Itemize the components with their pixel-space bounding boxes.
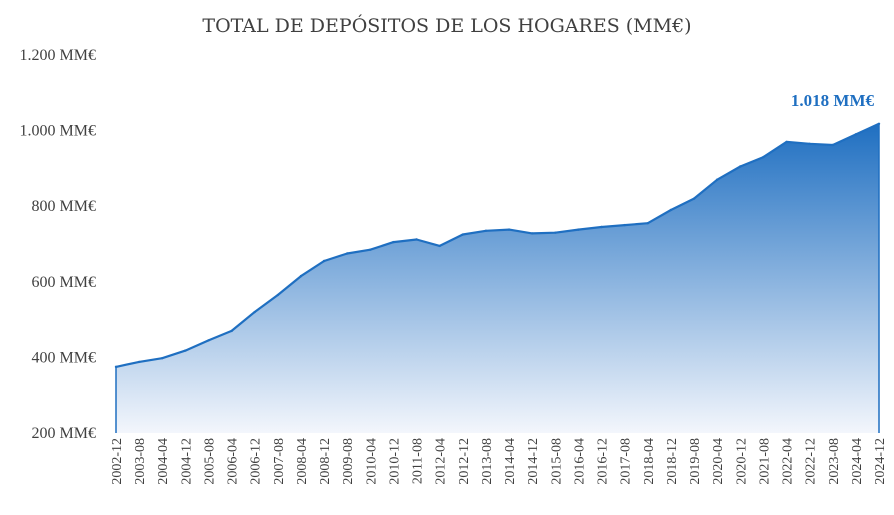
x-tick-label: 2024-04 xyxy=(850,438,865,485)
x-tick-label: 2017-08 xyxy=(619,438,634,485)
data-point xyxy=(392,240,395,244)
x-tick-label: 2010-12 xyxy=(387,438,402,485)
data-point xyxy=(299,274,303,278)
data-point xyxy=(762,155,765,159)
x-tick-label: 2024-12 xyxy=(873,438,888,485)
data-point xyxy=(577,228,580,231)
y-axis: 200 MM€ 400 MM€ 600 MM€ 800 MM€ 1.000 MM€ 1.2… xyxy=(20,47,96,442)
data-point xyxy=(484,229,488,232)
data-point xyxy=(461,233,465,236)
x-tick-label: 2015-08 xyxy=(549,438,564,485)
y-tick-label: 400 MM€ xyxy=(32,349,96,366)
y-tick-label: 800 MM€ xyxy=(32,198,96,215)
x-tick-label: 2010-04 xyxy=(364,438,379,485)
y-tick-label: 1.200 MM€ xyxy=(20,47,96,64)
y-tick-label: 1.000 MM€ xyxy=(20,123,96,140)
x-tick-label: 2016-12 xyxy=(596,438,611,485)
end-value-label: 1.018 MM€ xyxy=(791,91,875,110)
x-tick-label: 2008-04 xyxy=(295,438,310,485)
data-point xyxy=(253,310,256,314)
x-tick-label: 2004-12 xyxy=(179,438,194,485)
data-point xyxy=(230,329,233,333)
x-tick-label: 2008-12 xyxy=(318,438,333,485)
data-point xyxy=(739,165,742,168)
data-point xyxy=(623,223,626,227)
x-tick-label: 2005-08 xyxy=(202,438,217,485)
x-tick-label: 2006-04 xyxy=(226,438,241,485)
x-tick-label: 2016-04 xyxy=(572,438,587,485)
y-tick-label: 200 MM€ xyxy=(32,425,96,442)
data-point xyxy=(646,222,649,225)
data-point xyxy=(877,122,881,125)
data-point xyxy=(415,238,418,241)
data-point xyxy=(137,360,141,364)
x-tick-label: 2007-08 xyxy=(272,438,287,485)
x-tick-label: 2022-04 xyxy=(781,438,796,485)
data-point xyxy=(854,133,858,136)
data-point xyxy=(114,365,118,369)
x-tick-label: 2018-04 xyxy=(642,438,657,485)
data-point xyxy=(808,142,811,146)
data-point xyxy=(831,143,834,147)
data-point xyxy=(161,356,164,360)
x-tick-label: 2011-08 xyxy=(411,438,426,484)
x-tick-label: 2014-04 xyxy=(503,438,518,485)
data-point xyxy=(554,231,557,234)
data-point xyxy=(669,208,673,212)
x-tick-label: 2023-08 xyxy=(827,438,842,485)
x-tick-label: 2019-08 xyxy=(688,438,703,485)
data-points xyxy=(114,122,881,369)
data-point xyxy=(322,259,326,263)
data-point xyxy=(600,225,603,229)
x-tick-label: 2006-12 xyxy=(249,438,264,485)
data-point xyxy=(207,339,210,342)
chart-title: TOTAL DE DEPÓSITOS DE LOS HOGARES (MM€) xyxy=(202,14,691,37)
x-tick-label: 2020-04 xyxy=(711,438,726,485)
x-tick-label: 2012-12 xyxy=(457,438,472,485)
data-point xyxy=(346,252,349,255)
x-tick-label: 2022-12 xyxy=(804,438,819,485)
x-tick-label: 2009-08 xyxy=(341,438,356,485)
x-axis: 2002-12 2003-08 2004-04 2004-12 2005-08 2006-… xyxy=(110,438,888,485)
x-tick-label: 2014-12 xyxy=(526,438,541,485)
data-point xyxy=(530,232,534,235)
data-point xyxy=(785,140,788,144)
x-tick-label: 2013-08 xyxy=(480,438,495,485)
data-point xyxy=(438,244,441,248)
x-tick-label: 2003-08 xyxy=(133,438,148,485)
x-tick-label: 2002-12 xyxy=(110,438,125,485)
data-point xyxy=(276,293,280,297)
x-tick-label: 2021-08 xyxy=(757,438,772,485)
x-tick-label: 2018-12 xyxy=(665,438,680,485)
area-fill xyxy=(116,123,879,434)
data-point xyxy=(692,197,696,200)
x-tick-label: 2020-12 xyxy=(734,438,749,485)
y-tick-label: 600 MM€ xyxy=(32,274,96,291)
data-point xyxy=(507,228,511,231)
data-point xyxy=(184,349,187,352)
data-point xyxy=(715,178,719,181)
data-point xyxy=(369,248,372,251)
series-line xyxy=(115,122,880,368)
x-tick-label: 2012-04 xyxy=(434,438,449,485)
x-tick-label: 2004-04 xyxy=(156,438,171,485)
